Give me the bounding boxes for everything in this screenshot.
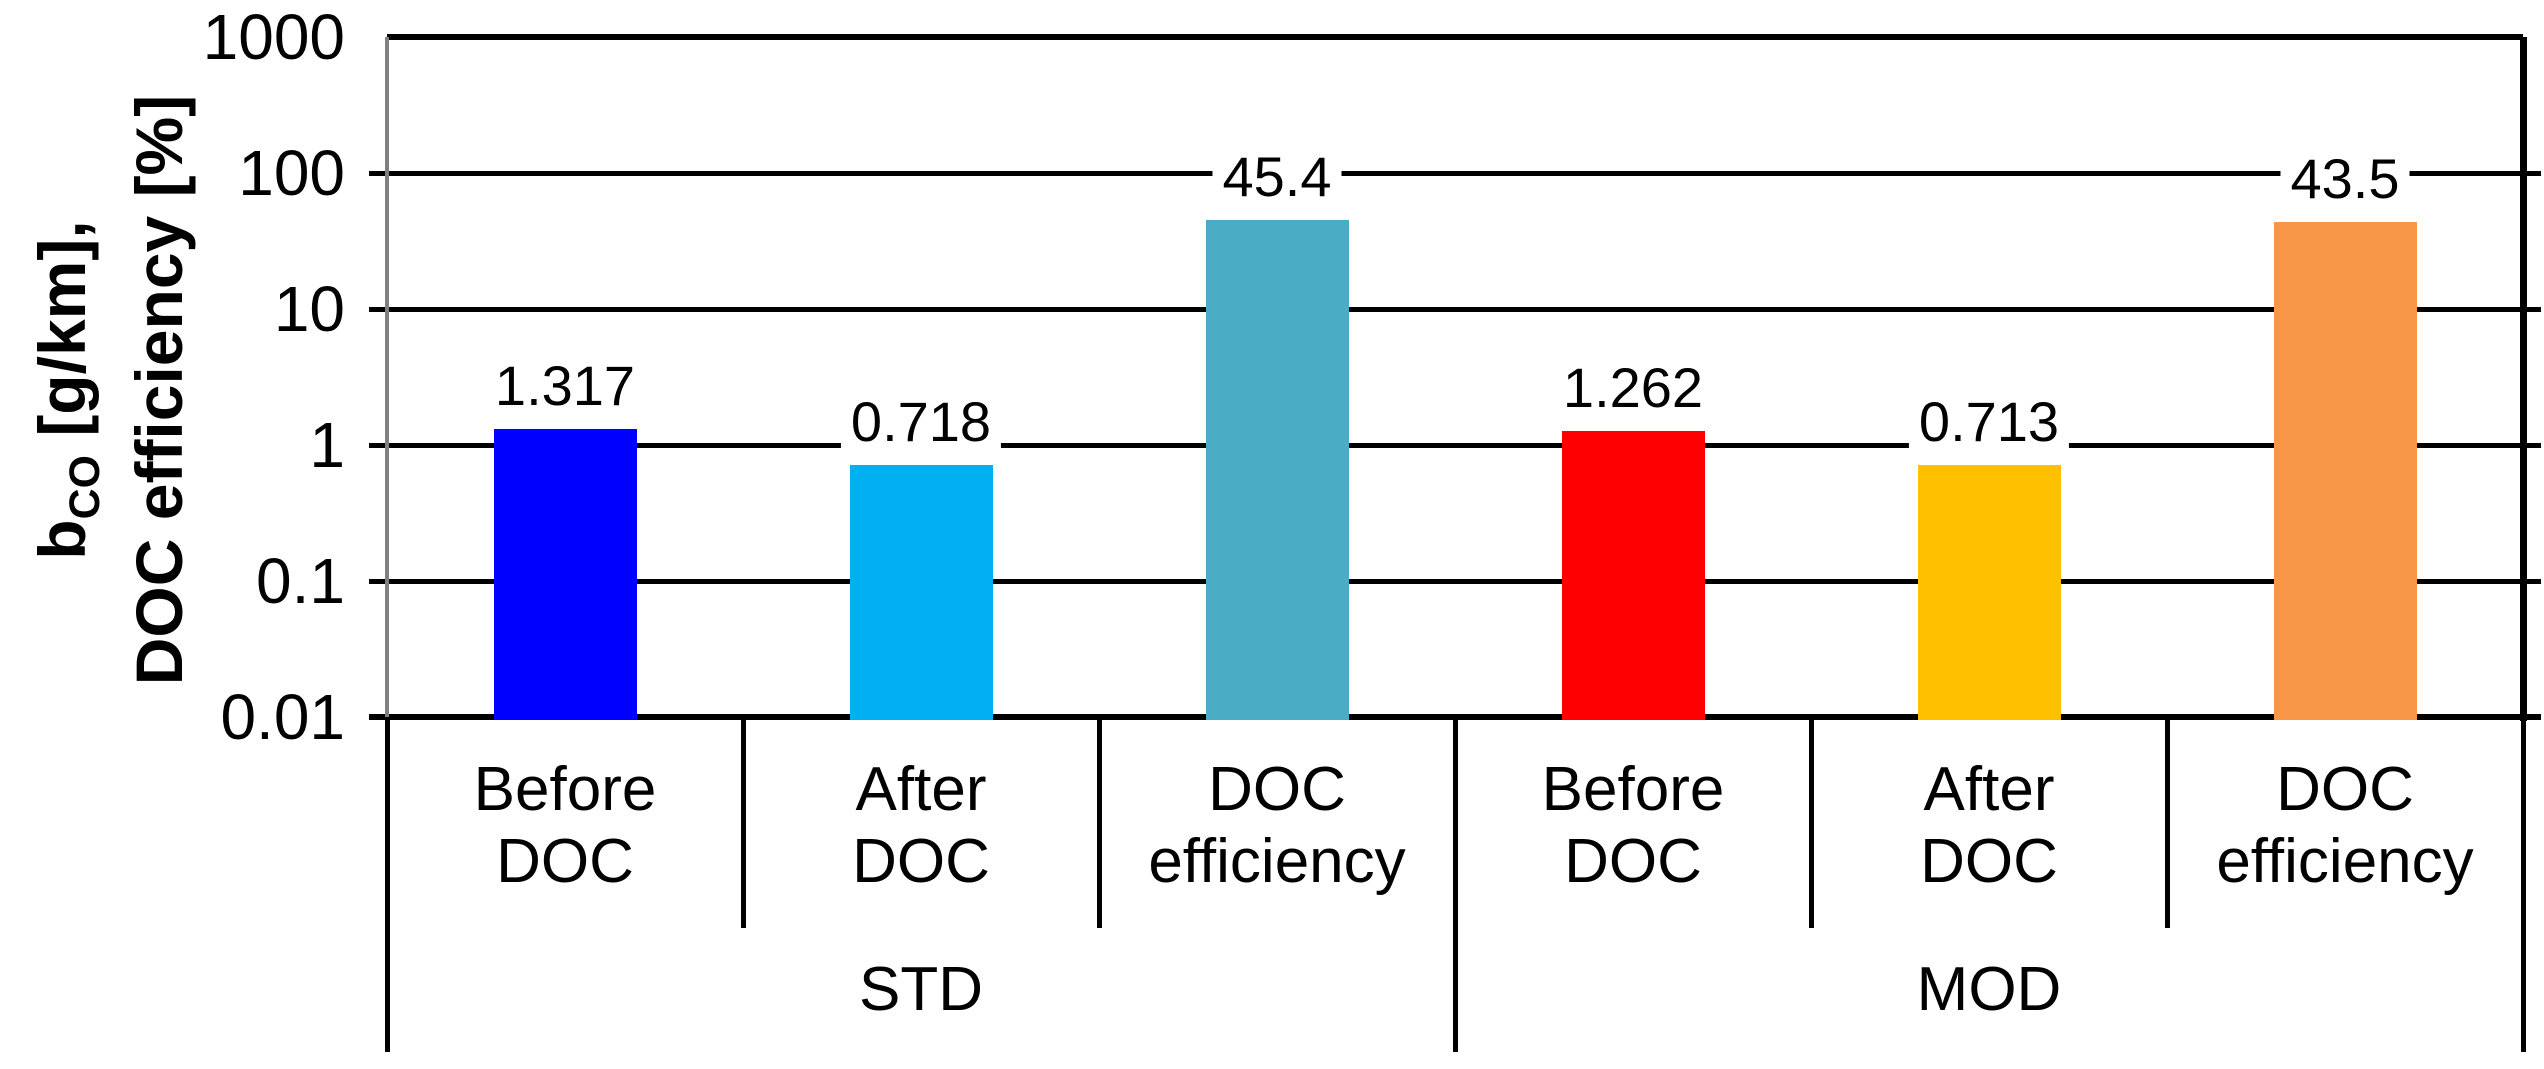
bar (1205, 219, 1349, 720)
group-divider (2520, 717, 2526, 1052)
category-divider (2164, 717, 2170, 928)
bar (1917, 464, 2061, 720)
group-divider (384, 717, 390, 1052)
bar-value-label: 0.713 (1908, 390, 2070, 453)
bar-value-label: 0.718 (840, 390, 1002, 453)
group-divider (1452, 717, 1458, 1052)
y-tick-label: 10 (273, 273, 345, 345)
category-label-line: DOC (1920, 826, 2058, 896)
plot-top-border (387, 34, 2523, 40)
bar-value-label: 1.317 (484, 354, 646, 417)
category-label-line: Before (473, 754, 657, 824)
group-label: MOD (1916, 955, 2062, 1024)
y-axis-title: bCO [g/km], DOC efficiency [%] (25, 30, 196, 750)
category-label-line: DOC (1208, 754, 1346, 824)
category-divider (1808, 717, 1814, 928)
y-axis-line (385, 37, 389, 721)
category-label-line: DOC (1564, 826, 1702, 896)
y-tick-label: 1 (309, 409, 345, 481)
y-tick-label: 0.1 (256, 545, 345, 617)
y-axis-title-line2: DOC efficiency [%] (122, 94, 197, 686)
y-gridline (369, 442, 2541, 448)
y-axis-title-line1: bCO [g/km], (25, 30, 122, 750)
category-label-line: efficiency (2216, 826, 2474, 896)
category-label-line: After (1923, 754, 2055, 824)
category-label-line: DOC (496, 826, 634, 896)
category-label-line: Before (1541, 754, 1725, 824)
bar (1561, 431, 1705, 720)
category-label: After DOC (743, 723, 1099, 928)
plot-right-border (2520, 37, 2527, 721)
category-divider (740, 717, 746, 928)
category-label: After DOC (1811, 723, 2167, 928)
y-tick-label: 1000 (202, 1, 345, 73)
category-label: Before DOC (1455, 723, 1811, 928)
bar (2273, 222, 2417, 720)
category-label: DOC efficiency (1099, 723, 1455, 928)
bar-value-label: 45.4 (1212, 145, 1342, 208)
category-label: DOC efficiency (2167, 723, 2523, 928)
bar-value-label: 1.262 (1552, 357, 1714, 420)
bar (493, 428, 637, 720)
y-gridline (369, 578, 2541, 584)
bar (849, 464, 993, 720)
y-gridline (369, 306, 2541, 312)
y-gridline (369, 170, 2541, 176)
bar-value-label: 43.5 (2280, 148, 2410, 211)
category-label-line: DOC (2276, 754, 2414, 824)
y-tick-label: 100 (238, 137, 345, 209)
category-label: Before DOC (387, 723, 743, 928)
group-label: STD (859, 955, 983, 1024)
y-tick-label: 0.01 (220, 681, 345, 753)
category-divider (1096, 717, 1102, 928)
category-label-line: After (855, 754, 987, 824)
category-label-line: efficiency (1148, 826, 1406, 896)
category-label-line: DOC (852, 826, 990, 896)
